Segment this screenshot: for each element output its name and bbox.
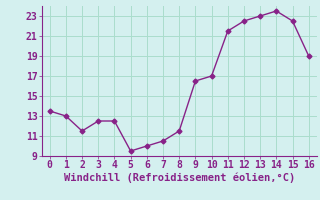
- X-axis label: Windchill (Refroidissement éolien,°C): Windchill (Refroidissement éolien,°C): [64, 173, 295, 183]
